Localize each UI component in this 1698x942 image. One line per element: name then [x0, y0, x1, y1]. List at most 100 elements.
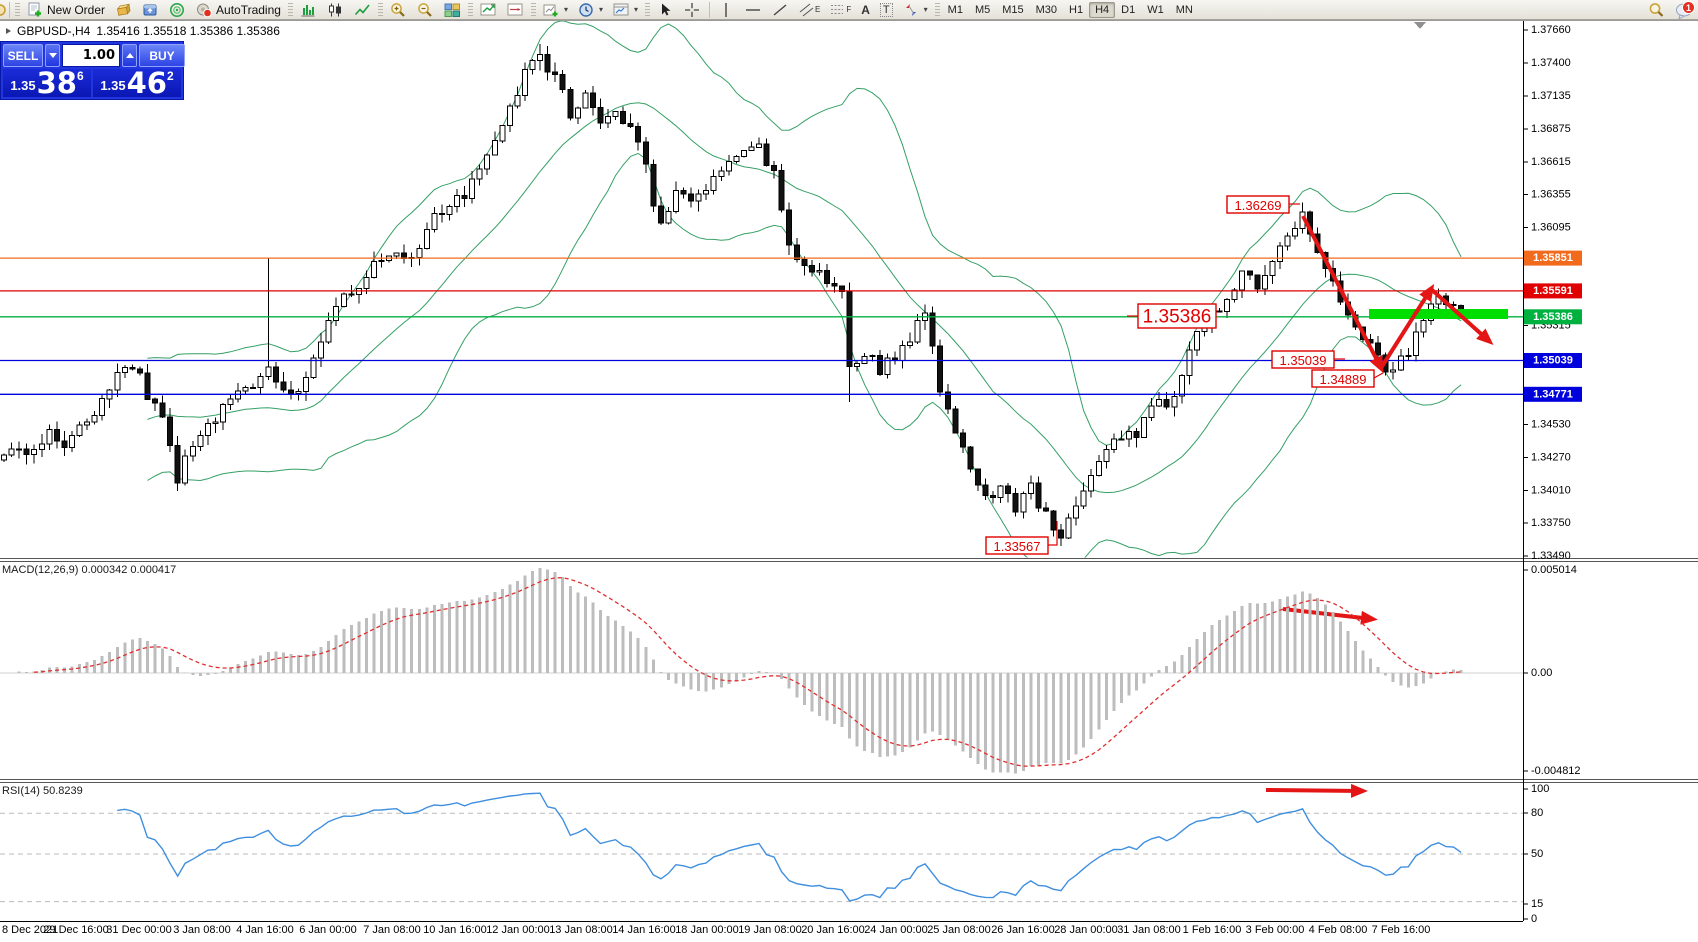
highlight-bar[interactable]	[1369, 309, 1508, 319]
triangle-up-icon	[125, 53, 134, 58]
candle-body	[484, 154, 491, 170]
volume-increase-button[interactable]	[122, 44, 137, 67]
buy-price-sup: 2	[166, 69, 174, 83]
buy-price-display[interactable]: 1.35 46 2	[93, 66, 181, 100]
market-watch-button[interactable]	[110, 1, 137, 19]
annotation-rect	[1311, 369, 1375, 388]
timeframe-button-m30[interactable]: M30	[1035, 3, 1058, 16]
candle-body	[363, 277, 370, 290]
search-button[interactable]	[1643, 1, 1670, 19]
candle-body	[642, 141, 649, 165]
crosshair-tool-button[interactable]	[679, 1, 706, 19]
annotation-box[interactable]: 1.34889	[1311, 369, 1384, 388]
candle-body	[801, 258, 808, 267]
toolbar-grip[interactable]	[530, 2, 536, 17]
cursor-tool-button[interactable]	[652, 1, 679, 19]
trend-arrow[interactable]	[1282, 607, 1378, 625]
timeframe-button-m1[interactable]: M1	[947, 3, 963, 16]
vertical-line-tool-button[interactable]	[713, 1, 740, 19]
fibonacci-tool-letter: F	[846, 5, 852, 14]
chart-header: GBPUSD-,H4 1.35416 1.35518 1.35386 1.353…	[6, 24, 280, 38]
strategy-tester-icon	[507, 2, 524, 18]
zoom-in-button[interactable]	[385, 1, 412, 19]
timeframe-button-m15[interactable]: M15	[1002, 3, 1024, 16]
toolbar-separator	[9, 1, 10, 18]
price-tick-label: 1.33750	[1531, 517, 1571, 529]
candle-body	[703, 189, 710, 195]
candle-body	[733, 155, 740, 162]
period-button[interactable]: ▾	[573, 1, 608, 19]
price-tick-label: 1.33490	[1531, 550, 1571, 562]
data-window-button[interactable]	[475, 1, 502, 19]
horizontal-line-tool-button[interactable]	[740, 1, 767, 19]
sell-button[interactable]: SELL	[3, 44, 43, 67]
notifications-button[interactable]: 1	[1670, 0, 1695, 20]
autotrading-button[interactable]: AutoTrading	[191, 1, 286, 19]
text-tool-button[interactable]: A	[856, 1, 875, 19]
volume-decrease-button[interactable]	[45, 44, 60, 67]
buy-button[interactable]: BUY	[139, 44, 185, 67]
candle-body	[491, 140, 498, 156]
trend-arrow[interactable]	[1301, 215, 1384, 374]
candle-body	[242, 386, 249, 392]
annotation-box[interactable]: 1.35039	[1271, 350, 1345, 369]
line-chart-mode-button[interactable]	[349, 1, 376, 19]
add-indicator-button[interactable]: ▾	[538, 1, 573, 19]
signals-button[interactable]	[164, 1, 191, 19]
candle-body	[340, 293, 347, 308]
volume-input[interactable]	[62, 44, 120, 67]
candle-body	[710, 175, 717, 191]
time-label: 8 Dec 2021	[2, 924, 58, 936]
annotation-box[interactable]: 1.36269	[1226, 195, 1300, 214]
annotation-box[interactable]: 1.33567	[985, 521, 1058, 555]
fibonacci-tool-button[interactable]: F	[825, 1, 856, 19]
bar-chart-mode-button[interactable]	[295, 1, 322, 19]
toolbar-grip[interactable]	[934, 2, 940, 17]
candle-body	[1073, 505, 1080, 519]
candle-body	[53, 429, 60, 442]
timeframe-button-d1[interactable]: D1	[1121, 3, 1136, 16]
timeframe-button-h4[interactable]: H4	[1089, 1, 1116, 18]
candle-body	[740, 150, 747, 157]
trend-arrow[interactable]	[1379, 283, 1435, 370]
channel-tool-button[interactable]: E	[794, 1, 825, 19]
trend-arrow[interactable]	[1265, 783, 1368, 798]
candle-body	[529, 59, 536, 70]
text-label-tool-button[interactable]: T	[875, 1, 898, 19]
tile-windows-button[interactable]	[439, 1, 466, 19]
annotation-box[interactable]: 1.35386	[1127, 303, 1217, 329]
toolbar-grip[interactable]	[377, 2, 383, 17]
arrows-tool-button[interactable]: ▾	[898, 1, 933, 19]
time-label: 7 Jan 08:00	[363, 924, 421, 936]
chart-shift-marker[interactable]	[1414, 22, 1426, 29]
candle-body	[1390, 369, 1397, 373]
buy-price-big: 46	[126, 66, 167, 100]
toolbar-grip[interactable]	[645, 2, 650, 17]
candle-body	[476, 168, 483, 180]
sell-price-display[interactable]: 1.35 38 6	[3, 69, 91, 98]
candle-body	[370, 260, 377, 279]
trend-arrow[interactable]	[1429, 287, 1494, 346]
toolbar-grip[interactable]	[15, 2, 20, 17]
new-order-button[interactable]: New Order	[22, 1, 110, 19]
candle-body	[899, 345, 906, 361]
template-button[interactable]: ▾	[608, 1, 643, 19]
candle-body	[657, 205, 664, 224]
price-badge	[1524, 353, 1582, 368]
candle-body	[1246, 270, 1253, 276]
timeframe-button-w1[interactable]: W1	[1147, 3, 1164, 16]
candle-body	[84, 421, 90, 426]
zoom-out-button[interactable]	[412, 1, 439, 19]
timeframe-group: M1 M5 M15 M30 H1 H4 D1 W1 MN	[942, 1, 1199, 18]
toolbar-grip[interactable]	[287, 2, 293, 17]
timeframe-button-m5[interactable]: M5	[974, 3, 991, 16]
publish-button[interactable]	[137, 1, 164, 19]
timeframe-button-mn[interactable]: MN	[1175, 3, 1193, 16]
strategy-tester-button[interactable]	[502, 1, 529, 19]
candle-body	[91, 415, 98, 423]
toolbar-grip[interactable]	[467, 2, 473, 17]
timeframe-button-h1[interactable]: H1	[1069, 3, 1084, 16]
candlestick-mode-button[interactable]	[322, 1, 349, 19]
macd-signal-line	[34, 577, 1462, 767]
trendline-tool-button[interactable]	[767, 1, 794, 19]
